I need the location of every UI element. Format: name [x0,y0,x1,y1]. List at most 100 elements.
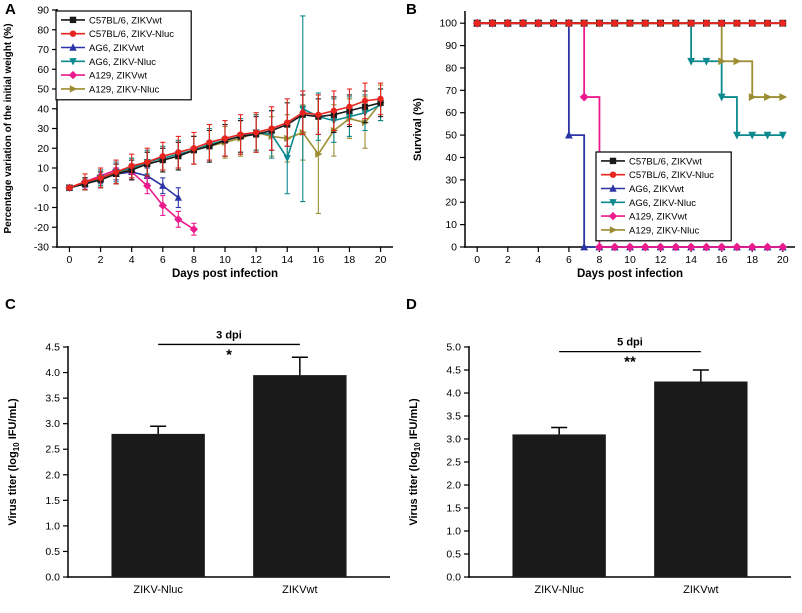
svg-text:16: 16 [716,254,728,266]
svg-text:4.0: 4.0 [446,388,461,400]
svg-text:3.0: 3.0 [45,418,60,430]
svg-text:50: 50 [445,130,457,142]
svg-text:0: 0 [451,242,457,254]
svg-text:12: 12 [655,254,667,266]
panel-d: D 0.0 0.5 1.0 1.5 2.0 2.5 3.0 3.5 4.0 4.5 5.0 Virus… [401,295,802,613]
svg-text:-30: -30 [34,242,49,254]
svg-text:14: 14 [281,254,293,266]
svg-text:8: 8 [597,254,603,266]
panel-b: B 0 10 20 30 40 50 60 70 80 90 100 0 2 4 6 8 10 12 14 16 18 2… [401,0,802,295]
svg-text:2.0: 2.0 [446,480,461,492]
svg-text:2.5: 2.5 [446,457,461,469]
panel-b-survival-chart: 0 10 20 30 40 50 60 70 80 90 100 0 2 4 6 8 10 12 14 16 18 20 D… [412,11,795,280]
svg-text:40: 40 [37,103,49,115]
svg-text:2.5: 2.5 [45,444,60,456]
svg-text:A129, ZIKV-Nluc: A129, ZIKV-Nluc [629,225,699,236]
svg-text:50: 50 [37,84,49,96]
panel-c-label: C [5,296,16,313]
svg-text:3.5: 3.5 [446,411,461,423]
svg-text:90: 90 [445,40,457,52]
svg-text:80: 80 [37,24,49,36]
svg-text:1.0: 1.0 [446,526,461,538]
svg-text:70: 70 [445,85,457,97]
svg-text:A129, ZIKVwt: A129, ZIKVwt [89,71,147,82]
panel-a-label: A [5,1,16,18]
svg-text:Days post infection: Days post infection [172,268,278,280]
svg-text:0: 0 [67,254,73,266]
svg-text:6: 6 [566,254,572,266]
svg-text:8: 8 [191,254,197,266]
svg-text:1.5: 1.5 [446,503,461,515]
svg-text:Virus titer (log10 IFU/mL): Virus titer (log10 IFU/mL) [408,398,422,526]
svg-text:60: 60 [37,64,49,76]
svg-text:4.0: 4.0 [45,367,60,379]
svg-text:4.5: 4.5 [446,365,461,377]
svg-text:Virus titer (log10 IFU/mL): Virus titer (log10 IFU/mL) [7,398,21,526]
svg-text:3 dpi: 3 dpi [216,329,242,341]
panel-d-label: D [406,296,417,313]
svg-text:-10: -10 [34,202,49,214]
svg-text:3.5: 3.5 [45,393,60,405]
svg-text:60: 60 [445,107,457,119]
svg-text:C57BL/6, ZIKVwt: C57BL/6, ZIKVwt [629,156,702,167]
svg-text:80: 80 [445,62,457,74]
svg-text:18: 18 [746,254,758,266]
svg-text:16: 16 [312,254,324,266]
svg-text:A129, ZIKVwt: A129, ZIKVwt [629,212,687,223]
panel-c-titer-chart: 0.0 0.5 1.0 1.5 2.0 2.5 3.0 3.5 4.0 4.5 Virus tite… [7,329,390,596]
svg-text:5 dpi: 5 dpi [617,337,643,349]
svg-text:30: 30 [445,174,457,186]
svg-text:20: 20 [445,197,457,209]
svg-text:-20: -20 [34,222,49,234]
panel-b-label: B [406,1,417,18]
svg-text:14: 14 [685,254,697,266]
svg-text:5.0: 5.0 [446,342,461,354]
svg-text:Survival (%): Survival (%) [412,98,424,161]
svg-text:Days post infection: Days post infection [577,268,683,280]
svg-text:2.0: 2.0 [45,469,60,481]
svg-text:2: 2 [505,254,511,266]
svg-text:ZIKVwt: ZIKVwt [282,584,317,596]
svg-text:C57BL/6, ZIKVwt: C57BL/6, ZIKVwt [89,15,162,26]
svg-text:20: 20 [375,254,387,266]
panel-d-titer-chart: 0.0 0.5 1.0 1.5 2.0 2.5 3.0 3.5 4.0 4.5 5.0 Virus t… [408,337,791,596]
svg-text:100: 100 [439,18,457,30]
svg-text:18: 18 [344,254,356,266]
svg-text:20: 20 [37,143,49,155]
svg-text:10: 10 [624,254,636,266]
svg-text:4.5: 4.5 [45,342,60,354]
svg-text:AG6, ZIKV-Nluc: AG6, ZIKV-Nluc [89,57,156,68]
svg-text:6: 6 [160,254,166,266]
svg-text:ZIKV-Nluc: ZIKV-Nluc [133,584,183,596]
svg-text:ZIKV-Nluc: ZIKV-Nluc [534,584,584,596]
panel-a-weight-chart: -30 -20 -10 0 10 20 30 40 50 60 70 80 90 0 2 4 6 8 10 12 14 1… [3,5,393,280]
svg-text:0.5: 0.5 [45,546,60,558]
svg-text:**: ** [624,354,636,371]
svg-text:1.0: 1.0 [45,520,60,532]
svg-text:AG6, ZIKV-Nluc: AG6, ZIKV-Nluc [629,198,696,209]
svg-text:A129, ZIKV-Nluc: A129, ZIKV-Nluc [89,84,159,95]
svg-text:4: 4 [535,254,541,266]
svg-text:30: 30 [37,123,49,135]
svg-text:10: 10 [445,219,457,231]
svg-text:70: 70 [37,44,49,56]
svg-text:0: 0 [474,254,480,266]
svg-text:20: 20 [777,254,789,266]
svg-text:10: 10 [219,254,231,266]
panel-a: A -30 -20 -10 0 10 20 30 40 50 60 70 80 90 0 2 4 6 8 10 12 1… [0,0,401,295]
svg-text:1.5: 1.5 [45,495,60,507]
svg-text:AG6, ZIKVwt: AG6, ZIKVwt [89,43,144,54]
svg-text:0.0: 0.0 [446,572,461,584]
svg-text:AG6, ZIKVwt: AG6, ZIKVwt [629,184,684,195]
svg-text:0: 0 [43,182,49,194]
svg-text:Percentage variation of the in: Percentage variation of the initial weig… [3,23,14,233]
svg-text:10: 10 [37,163,49,175]
svg-text:0.5: 0.5 [446,549,461,561]
svg-text:12: 12 [250,254,262,266]
svg-text:C57BL/6, ZIKV-Nluc: C57BL/6, ZIKV-Nluc [629,170,714,181]
svg-text:*: * [226,346,232,363]
svg-text:ZIKVwt: ZIKVwt [683,584,718,596]
panel-c: C 0.0 0.5 1.0 1.5 2.0 2.5 3.0 3.5 4.0 4.5 Virus ti… [0,295,401,613]
svg-text:2: 2 [98,254,104,266]
